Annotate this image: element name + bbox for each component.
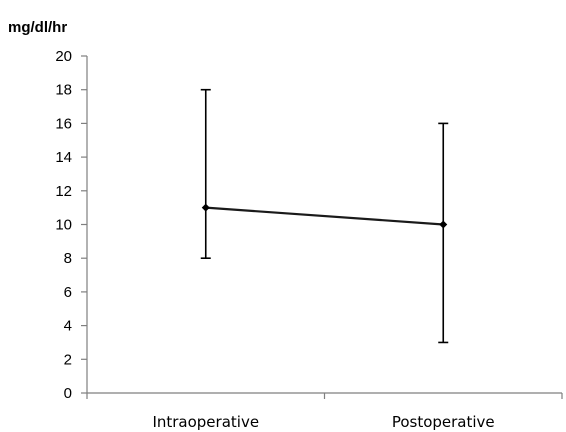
y-tick-label: 14 xyxy=(55,149,72,166)
y-tick-label: 2 xyxy=(64,351,72,368)
y-tick-label: 20 xyxy=(55,48,72,65)
error-bars xyxy=(200,88,449,344)
y-tick-label: 18 xyxy=(55,82,72,99)
y-axis-label: mg/dl/hr xyxy=(8,19,67,36)
y-tick-label: 4 xyxy=(64,318,72,335)
y-tick-label: 10 xyxy=(55,217,72,234)
x-category-label: Postoperative xyxy=(392,413,495,431)
data-point-marker xyxy=(201,203,210,212)
data-points xyxy=(201,203,448,229)
series-line xyxy=(205,206,444,226)
y-tick-label: 8 xyxy=(64,250,72,267)
y-tick-label: 6 xyxy=(64,284,72,301)
y-tick-label: 16 xyxy=(55,115,72,132)
y-tick-label: 12 xyxy=(55,183,72,200)
axes xyxy=(86,56,563,399)
x-categories: Intraoperative Postoperative xyxy=(152,413,494,431)
data-point-marker xyxy=(439,220,448,229)
x-category-label: Intraoperative xyxy=(152,413,259,431)
y-ticks: 0 2 4 6 8 10 12 14 16 18 20 xyxy=(55,48,87,402)
y-tick-label: 0 xyxy=(64,385,72,402)
series-lines xyxy=(205,206,444,226)
